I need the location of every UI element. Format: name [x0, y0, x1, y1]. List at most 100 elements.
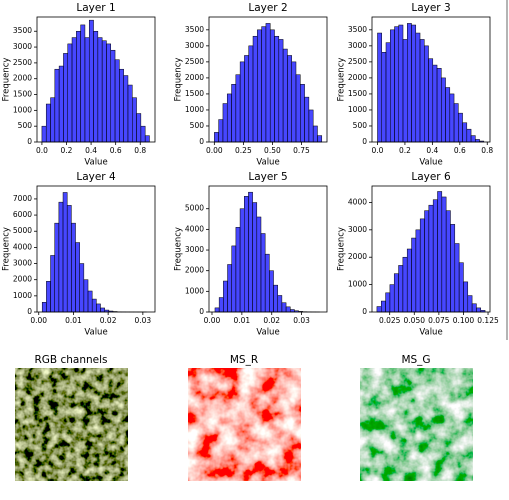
y-axis-label: Frequency	[337, 227, 347, 271]
y-tick-label: 1500	[185, 89, 204, 98]
histogram-bar	[252, 202, 258, 313]
histogram-bar	[252, 35, 258, 143]
y-axis-label: Frequency	[337, 58, 347, 102]
histogram-bar	[415, 32, 421, 143]
histogram-bar	[467, 295, 473, 313]
histogram-bar	[424, 45, 429, 143]
histogram-bar	[41, 125, 47, 143]
y-tick-label: 0	[27, 307, 32, 316]
histogram-bar	[75, 242, 80, 313]
histogram-bar	[398, 24, 404, 143]
histogram-bar	[127, 84, 133, 143]
histogram-bar	[300, 84, 305, 143]
histogram-bar	[71, 37, 77, 143]
histogram-bar	[393, 273, 399, 313]
x-tick-label: 0.4	[85, 146, 97, 155]
y-tick-label: 4000	[13, 242, 32, 251]
y-tick-label: 3000	[13, 259, 32, 268]
y-tick-label: 1000	[348, 280, 367, 289]
histogram-bar	[476, 307, 482, 313]
histogram-bar	[110, 49, 116, 143]
histogram-bar	[223, 280, 228, 313]
chart-title: Layer 1	[76, 2, 115, 14]
histogram-bar	[287, 55, 292, 143]
x-tick-label: 0.0	[36, 146, 48, 155]
histogram-bar	[470, 135, 476, 143]
x-tick-label: 0.03	[293, 316, 310, 325]
histogram-bar	[261, 26, 267, 143]
histogram-bar	[281, 302, 287, 313]
histogram-bar	[96, 303, 101, 313]
histogram-bar	[106, 43, 111, 143]
histogram-bar	[58, 65, 64, 143]
chart-title: Layer 4	[76, 171, 116, 183]
y-tick-label: 3500	[185, 25, 204, 34]
histogram-bar	[407, 23, 412, 143]
histogram-bar	[244, 55, 249, 143]
histogram-bar	[226, 93, 232, 143]
x-tick-label: 0.6	[454, 146, 466, 155]
histogram-bar	[402, 39, 408, 143]
histogram-bar	[256, 216, 262, 313]
histogram-bar	[453, 103, 459, 143]
histogram-bar	[411, 24, 417, 143]
histogram-bar	[119, 68, 124, 143]
histogram-bar	[377, 32, 382, 143]
histogram-bar	[132, 97, 137, 143]
histogram-bar	[274, 35, 280, 143]
histogram-bar	[304, 96, 310, 143]
y-axis-label: Frequency	[2, 227, 12, 271]
x-axis-label: Value	[84, 158, 107, 168]
histogram-bar	[235, 227, 241, 313]
histogram-bar	[227, 264, 232, 313]
histogram-bar	[45, 103, 51, 143]
histogram-bar	[214, 132, 219, 143]
x-axis-label: Value	[256, 158, 279, 168]
histogram-bar	[285, 306, 291, 313]
y-tick-label: 2500	[348, 57, 367, 66]
histogram-bar	[50, 255, 55, 313]
ms-r-image	[188, 368, 301, 481]
y-tick-label: 2000	[13, 275, 32, 284]
y-tick-label: 3000	[13, 42, 32, 51]
chart-title: Layer 3	[411, 2, 450, 14]
y-tick-label: 3000	[185, 245, 204, 254]
x-tick-label: 0.4	[426, 146, 438, 155]
axes-frame	[208, 16, 328, 143]
histogram-bar	[385, 292, 391, 313]
histogram-bar	[269, 29, 275, 143]
x-tick-label: 0.2	[61, 146, 73, 155]
histogram-bar	[87, 290, 93, 313]
histogram-bar	[458, 112, 463, 143]
histogram-bar	[428, 58, 434, 143]
histogram-bar	[140, 125, 146, 143]
y-tick-label: 2000	[185, 73, 204, 82]
histogram-bar	[419, 218, 425, 313]
histogram-bar	[471, 303, 477, 313]
histogram-bar	[144, 135, 150, 143]
histogram-bar	[308, 109, 314, 143]
histogram-bar	[41, 302, 47, 313]
x-tick-label: 0.75	[293, 146, 310, 155]
histogram-bar	[312, 125, 318, 143]
histogram-bar	[54, 222, 60, 313]
histogram-bar	[93, 30, 99, 143]
histogram-bar	[406, 248, 412, 313]
y-axis-label: Frequency	[174, 227, 184, 271]
y-tick-label: 1000	[185, 286, 204, 295]
chart-title: Layer 2	[248, 2, 287, 14]
histogram-bar	[231, 84, 237, 143]
axes-frame	[36, 185, 156, 313]
histogram-bar	[239, 208, 245, 313]
histogram-bar	[66, 205, 72, 313]
histogram-bar	[248, 45, 254, 143]
histogram-bar	[381, 52, 387, 143]
x-tick-label: 0.100	[453, 316, 475, 325]
y-tick-label: 4000	[185, 224, 204, 233]
histogram-bar	[248, 191, 253, 313]
histogram-bar	[462, 122, 468, 143]
axes-frame	[36, 16, 156, 143]
y-tick-label: 0	[199, 137, 204, 146]
histogram-bar	[46, 281, 51, 313]
histogram-bar	[114, 59, 120, 143]
